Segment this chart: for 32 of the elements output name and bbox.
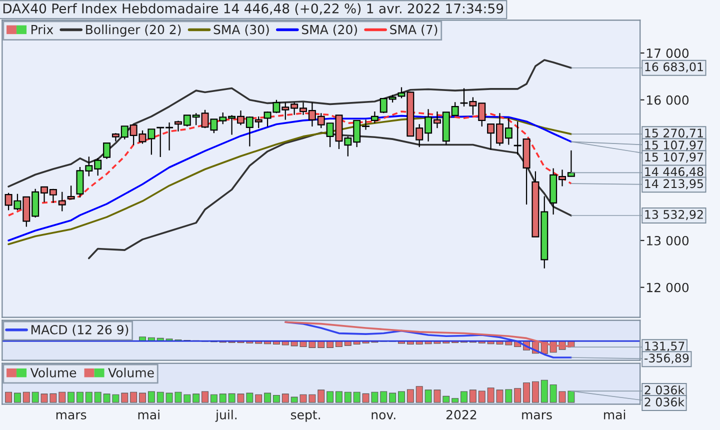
- annotation: 16 683,01: [645, 62, 703, 72]
- x-tick-label: mars: [522, 412, 552, 420]
- x-tick-label: mai: [604, 410, 626, 420]
- y-tick-label: 13 000: [647, 236, 689, 246]
- annotation: 2 036k: [644, 397, 685, 406]
- legend-label: MACD (12 26 9): [32, 324, 128, 336]
- annotation: 14 213,95: [645, 179, 703, 190]
- annotation: 131,57: [645, 342, 684, 352]
- legend-label: Bollinger (20 2): [86, 24, 181, 37]
- x-tick-label: mars: [56, 412, 86, 420]
- annotation: 15 270,71: [645, 128, 703, 139]
- y-tick-label: 12 000: [647, 282, 689, 292]
- x-tick-label: juil.: [215, 410, 237, 422]
- x-tick-label: nov.: [372, 412, 396, 420]
- legend-label: SMA (7): [390, 24, 438, 36]
- x-tick-label: mai: [138, 410, 160, 420]
- text: Volume: [108, 368, 154, 378]
- x-tick-label: 2022: [446, 410, 476, 420]
- legend-label: Prix: [32, 24, 54, 34]
- annotation: 2 036k: [644, 385, 685, 394]
- annotation: 14 446,48: [645, 167, 704, 178]
- chart-title: DAX40 Perf Index Hebdomadaire 14 446,48 (+0,22 %) 1 avr. 2022 17:34:59: [3, 3, 504, 16]
- legend-label: SMA (20): [302, 24, 357, 36]
- annotation: -356,89: [644, 354, 689, 364]
- x-tick-label: sept.: [290, 410, 320, 422]
- annotation: 15 107,97: [645, 152, 703, 163]
- annotation: 13 532,92: [645, 210, 703, 220]
- y-tick-label: 16 000: [647, 95, 689, 105]
- annotation: 15 107,97: [645, 140, 703, 151]
- legend-label: SMA (30): [214, 24, 269, 36]
- legend-label: Volume: [30, 368, 76, 378]
- y-tick-label: 17 000: [647, 48, 689, 58]
